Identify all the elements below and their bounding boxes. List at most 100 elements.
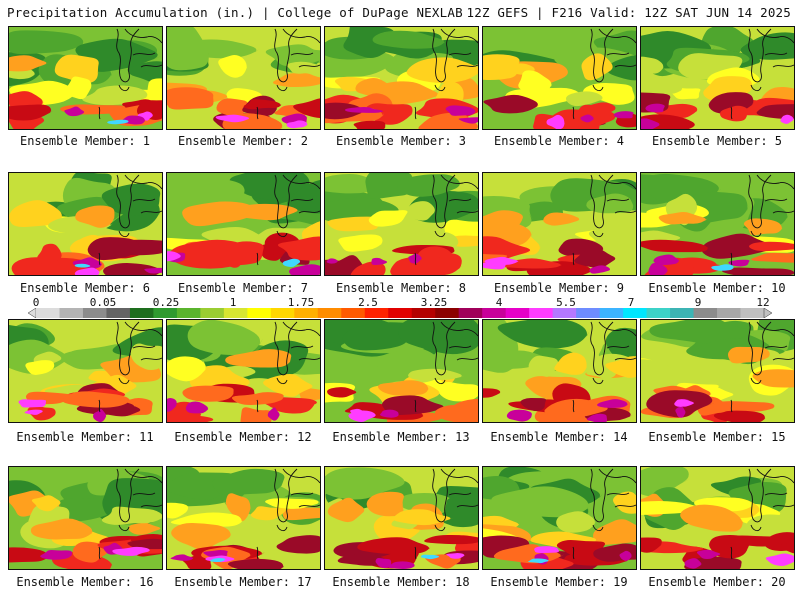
ensemble-map-panel	[8, 466, 163, 570]
state-border-segment	[572, 546, 575, 560]
colorbar-swatch	[153, 308, 178, 318]
precip-field-map	[483, 27, 636, 129]
great-lakes-outline	[590, 468, 636, 532]
precip-field-map	[325, 467, 478, 569]
ensemble-member-label: Ensemble Member: 1	[19, 134, 151, 148]
colorbar-tick-label: 0	[32, 296, 40, 309]
ensemble-member-label: Ensemble Member: 3	[335, 134, 467, 148]
great-lakes-outline	[432, 321, 478, 385]
ensemble-member-label: Ensemble Member: 15	[648, 430, 786, 444]
ensemble-member-label: Ensemble Member: 8	[335, 281, 467, 295]
ensemble-member-label: Ensemble Member: 11	[16, 430, 154, 444]
ensemble-member-label: Ensemble Member: 14	[490, 430, 628, 444]
state-border-segment	[256, 399, 259, 413]
precip-field-map	[9, 467, 162, 569]
ensemble-map-panel	[482, 26, 637, 130]
colorbar-swatch	[388, 308, 413, 318]
ensemble-map-panel	[8, 319, 163, 423]
colorbar-swatch	[740, 308, 765, 318]
great-lakes-outline	[116, 28, 162, 92]
colorbar-tick-label: 3.25	[420, 296, 448, 309]
ensemble-map-panel	[640, 466, 795, 570]
colorbar-swatch	[717, 308, 742, 318]
state-border-segment	[572, 399, 575, 413]
ensemble-map-panel	[166, 172, 321, 276]
state-border-segment	[730, 106, 733, 120]
precip-field-map	[9, 27, 162, 129]
ensemble-map-panel	[324, 319, 479, 423]
ensemble-map-panel	[482, 319, 637, 423]
ensemble-member-label: Ensemble Member: 12	[174, 430, 312, 444]
colorbar-swatch	[482, 308, 507, 318]
great-lakes-outline	[432, 28, 478, 92]
colorbar-tick-label: 1.75	[287, 296, 315, 309]
colorbar-swatch	[223, 308, 248, 318]
colorbar-swatch	[247, 308, 272, 318]
colorbar-swatch	[435, 308, 460, 318]
ensemble-member-label: Ensemble Member: 13	[332, 430, 470, 444]
state-border-segment	[98, 252, 101, 266]
colorbar-tick-label: 7	[627, 296, 635, 309]
ensemble-map-panel	[8, 172, 163, 276]
ensemble-map-panel	[324, 26, 479, 130]
precip-field-map	[641, 467, 794, 569]
colorbar-swatch	[36, 308, 60, 318]
colorbar-min-arrow	[27, 308, 37, 318]
ensemble-member-label: Ensemble Member: 18	[332, 575, 470, 589]
ensemble-member-label: Ensemble Member: 19	[490, 575, 628, 589]
ensemble-map-panel	[640, 26, 795, 130]
ensemble-member-label: Ensemble Member: 9	[493, 281, 625, 295]
colorbar-max-arrow	[763, 308, 773, 318]
precip-field-map	[167, 467, 320, 569]
state-border-segment	[572, 252, 575, 266]
ensemble-map-panel	[640, 319, 795, 423]
ensemble-member-label: Ensemble Member: 17	[174, 575, 312, 589]
colorbar-swatch	[576, 308, 601, 318]
colorbar-swatch	[341, 308, 366, 318]
great-lakes-outline	[590, 174, 636, 238]
model-run-info: 12Z GEFS | F216 Valid: 12Z SAT JUN 14 20…	[466, 5, 791, 20]
colorbar-swatch	[411, 308, 436, 318]
colorbar-tick-label: 0.05	[89, 296, 117, 309]
colorbar-strip	[27, 308, 773, 318]
ensemble-map-panel	[640, 172, 795, 276]
state-border-segment	[98, 399, 101, 413]
great-lakes-outline	[116, 174, 162, 238]
colorbar-swatch	[176, 308, 201, 318]
colorbar-tick-label: 4	[495, 296, 503, 309]
great-lakes-outline	[116, 468, 162, 532]
state-border-segment	[730, 399, 733, 413]
precip-field-map	[483, 173, 636, 275]
colorbar-swatch	[364, 308, 389, 318]
precip-field-map	[9, 173, 162, 275]
colorbar-tick-label: 12	[756, 296, 770, 309]
great-lakes-outline	[590, 28, 636, 92]
ensemble-member-label: Ensemble Member: 5	[651, 134, 783, 148]
colorbar-swatch	[599, 308, 624, 318]
great-lakes-outline	[748, 468, 794, 532]
colorbar-tick-label: 0.25	[152, 296, 180, 309]
precip-field-map	[167, 173, 320, 275]
state-border-segment	[414, 399, 417, 413]
great-lakes-outline	[432, 468, 478, 532]
colorbar-swatch	[270, 308, 295, 318]
precip-field-map	[641, 27, 794, 129]
colorbar-swatch	[623, 308, 648, 318]
colorbar: 0 0.05 0.25 1 1.75 2.5 3.25 4 5.5 7 9 12	[0, 296, 800, 320]
precip-field-map	[325, 173, 478, 275]
great-lakes-outline	[748, 174, 794, 238]
page-title: Precipitation Accumulation (in.) | Colle…	[7, 5, 463, 20]
state-border-segment	[256, 546, 259, 560]
colorbar-swatch	[458, 308, 483, 318]
ensemble-member-label: Ensemble Member: 7	[177, 281, 309, 295]
ensemble-map-panel	[324, 172, 479, 276]
precip-field-map	[325, 320, 478, 422]
precip-field-map	[167, 320, 320, 422]
great-lakes-outline	[590, 321, 636, 385]
ensemble-member-label: Ensemble Member: 4	[493, 134, 625, 148]
state-border-segment	[572, 106, 575, 120]
colorbar-tick-label: 5.5	[556, 296, 576, 309]
state-border-segment	[414, 252, 417, 266]
colorbar-tick-label: 9	[694, 296, 702, 309]
great-lakes-outline	[274, 174, 320, 238]
